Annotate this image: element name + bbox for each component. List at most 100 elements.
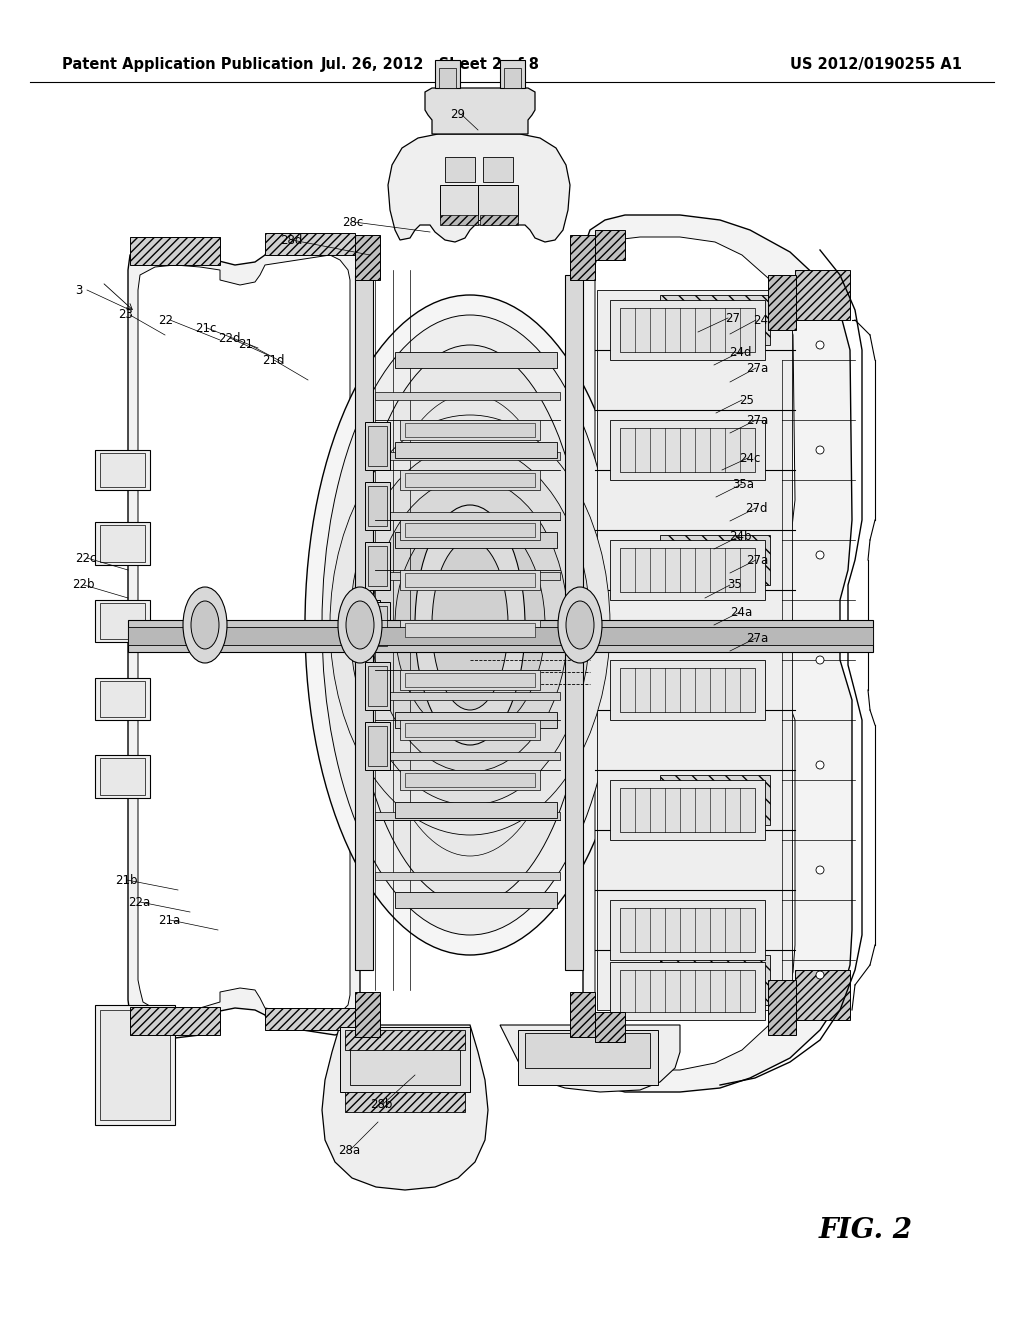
Bar	[597, 649, 792, 710]
Text: 23: 23	[118, 309, 133, 322]
Bar	[480, 215, 518, 224]
Polygon shape	[128, 235, 360, 1038]
Bar	[365, 663, 390, 710]
Bar	[355, 275, 373, 970]
Bar	[395, 352, 557, 368]
Bar	[525, 1034, 650, 1068]
Text: 22a: 22a	[128, 895, 151, 908]
Bar	[395, 532, 557, 548]
Bar	[345, 1092, 465, 1111]
Bar	[504, 69, 521, 88]
Bar	[375, 392, 560, 400]
Bar	[610, 962, 765, 1020]
Bar	[565, 275, 583, 970]
Bar	[610, 900, 765, 960]
Bar	[130, 1007, 220, 1035]
Bar	[406, 422, 535, 437]
Polygon shape	[500, 1026, 680, 1092]
Bar	[660, 535, 770, 585]
Bar	[440, 215, 478, 224]
Text: 35a: 35a	[732, 478, 754, 491]
Bar	[100, 525, 145, 562]
Text: 27: 27	[725, 312, 740, 325]
Bar	[375, 451, 560, 459]
Circle shape	[816, 550, 824, 558]
Circle shape	[816, 656, 824, 664]
Bar	[400, 671, 540, 690]
Bar	[400, 420, 540, 440]
Bar	[95, 601, 150, 642]
Bar	[128, 620, 873, 652]
Bar	[406, 774, 535, 787]
Bar	[597, 830, 792, 890]
Bar	[660, 294, 770, 345]
Bar	[265, 1008, 355, 1030]
Bar	[400, 719, 540, 741]
Bar	[365, 603, 375, 647]
Text: US 2012/0190255 A1: US 2012/0190255 A1	[790, 58, 962, 73]
Text: 3: 3	[75, 284, 82, 297]
Text: 21b: 21b	[115, 874, 137, 887]
Bar	[660, 954, 770, 1005]
Bar	[768, 979, 796, 1035]
Ellipse shape	[191, 601, 219, 649]
Bar	[350, 1035, 460, 1085]
Text: 27a: 27a	[745, 413, 768, 426]
Circle shape	[816, 341, 824, 348]
Bar	[795, 271, 850, 319]
Bar	[95, 521, 150, 565]
Ellipse shape	[338, 587, 382, 663]
Text: 21d: 21d	[262, 354, 285, 367]
Polygon shape	[138, 255, 350, 1018]
Bar	[368, 726, 387, 766]
Polygon shape	[595, 238, 795, 1071]
Text: 27d: 27d	[745, 502, 768, 515]
Bar	[610, 420, 765, 480]
Bar	[95, 755, 150, 799]
Text: 24a: 24a	[730, 606, 752, 619]
Bar	[620, 970, 755, 1012]
Bar	[439, 69, 456, 88]
Bar	[365, 482, 390, 531]
Bar	[597, 350, 792, 411]
Text: 27a: 27a	[745, 631, 768, 644]
Text: 24d: 24d	[729, 346, 752, 359]
Bar	[100, 681, 145, 717]
Ellipse shape	[183, 587, 227, 663]
Bar	[620, 308, 755, 352]
Bar	[375, 873, 560, 880]
Bar	[595, 1012, 625, 1041]
Text: 24b: 24b	[729, 529, 752, 543]
Bar	[130, 238, 220, 265]
Text: 24: 24	[753, 314, 768, 326]
Bar	[400, 470, 540, 490]
Text: 28b: 28b	[370, 1098, 392, 1111]
Text: 27a: 27a	[745, 362, 768, 375]
Bar	[440, 185, 480, 220]
Bar	[128, 627, 873, 645]
Bar	[660, 775, 770, 825]
Ellipse shape	[566, 601, 594, 649]
Ellipse shape	[330, 414, 610, 836]
Bar	[395, 711, 557, 729]
Text: Jul. 26, 2012   Sheet 2 of 8: Jul. 26, 2012 Sheet 2 of 8	[321, 58, 540, 73]
Bar	[100, 453, 145, 487]
Text: 21a: 21a	[158, 913, 180, 927]
Ellipse shape	[350, 345, 590, 906]
Bar	[597, 710, 792, 770]
Text: 24c: 24c	[738, 451, 760, 465]
Text: 28a: 28a	[338, 1143, 360, 1156]
Bar	[597, 411, 792, 470]
Bar	[365, 602, 390, 649]
Bar	[375, 632, 560, 640]
Text: FIG. 2: FIG. 2	[818, 1217, 912, 1243]
Bar	[368, 667, 387, 706]
Bar	[445, 157, 475, 182]
Bar	[375, 692, 560, 700]
Text: Patent Application Publication: Patent Application Publication	[62, 58, 313, 73]
Bar	[597, 950, 792, 1010]
Bar	[518, 1030, 658, 1085]
Bar	[395, 622, 557, 638]
Ellipse shape	[415, 506, 525, 744]
Bar	[355, 235, 380, 280]
